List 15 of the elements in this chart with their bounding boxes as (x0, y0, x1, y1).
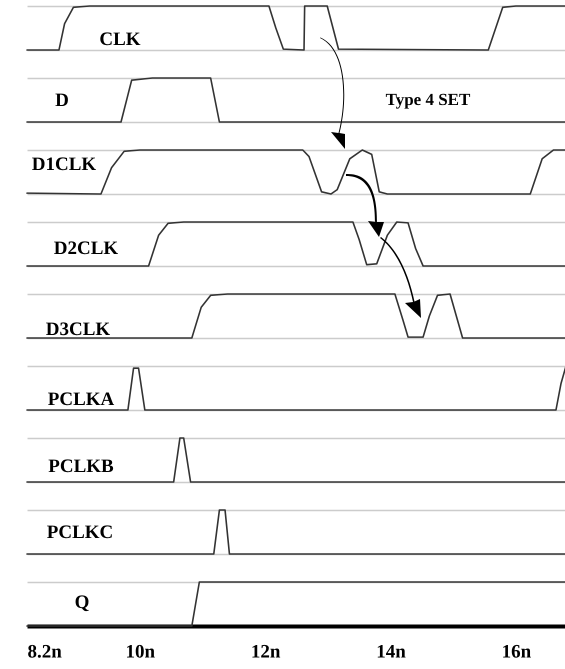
series-label: D2CLK (54, 238, 118, 259)
series-label: CLK (99, 29, 141, 50)
series-label: D3CLK (46, 319, 110, 340)
annotation: Type 4 SET (386, 90, 472, 109)
series-label: PCLKB (48, 456, 114, 477)
x-tick-label: 12n (250, 642, 281, 662)
x-tick-label: 14n (376, 642, 406, 662)
series-label: Q (74, 592, 90, 613)
series-label: D (55, 90, 69, 111)
x-tick-label: 16n (502, 642, 532, 662)
series-label: D1CLK (32, 154, 96, 175)
x-tick-label: 8.2n (28, 642, 62, 662)
x-tick-label: 10n (126, 642, 156, 662)
series-label: PCLKA (48, 389, 115, 410)
series-label: PCLKC (46, 522, 114, 543)
